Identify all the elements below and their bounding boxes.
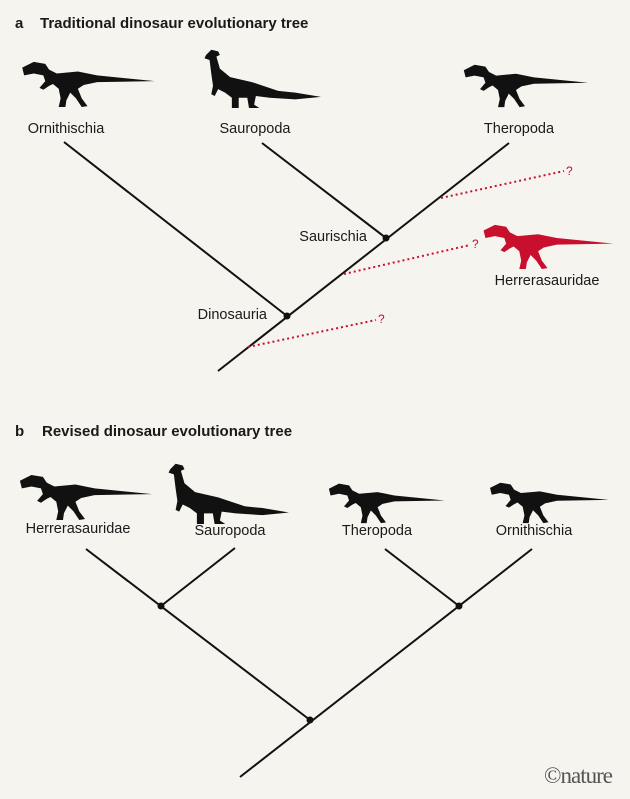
- taxon-label-theropoda: Theropoda: [342, 523, 413, 539]
- uncertain-position-3: [247, 319, 377, 348]
- taxon-label-sauropoda: Sauropoda: [195, 523, 267, 539]
- panel-a: a Traditional dinosaur evolutionary tree…: [15, 15, 614, 372]
- taxon-label-sauropoda: Sauropoda: [220, 121, 292, 137]
- taxon-label-theropoda: Theropoda: [484, 121, 555, 137]
- node-dinosauria-root: [306, 716, 314, 724]
- ornithischia-silhouette-icon: [22, 61, 155, 108]
- panel-b: b Revised dinosaur evolutionary tree Her…: [15, 423, 609, 778]
- branch-theropoda: [384, 548, 460, 607]
- theropoda-silhouette-icon: [328, 483, 445, 524]
- branch-theropoda-trunk: [217, 142, 510, 372]
- uncertain-position-1: [440, 170, 565, 199]
- branch-herrerasauridae: [85, 548, 311, 721]
- panel-a-letter: a: [15, 15, 24, 32]
- branch-sauropoda: [160, 547, 236, 607]
- question-mark-1: ?: [566, 164, 573, 178]
- taxon-label-herrerasauridae: Herrerasauridae: [26, 521, 131, 537]
- node-label-dinosauria: Dinosauria: [198, 307, 268, 323]
- question-mark-2: ?: [472, 237, 479, 251]
- node-saurischia: [382, 234, 390, 242]
- uncertain-position-2: [343, 244, 471, 275]
- question-mark-3: ?: [378, 312, 385, 326]
- panel-b-title: Revised dinosaur evolutionary tree: [42, 423, 292, 440]
- branch-ornithischia: [63, 141, 288, 317]
- node-label-saurischia: Saurischia: [299, 229, 368, 245]
- taxon-label-ornithischia: Ornithischia: [496, 523, 573, 539]
- ornithischia-silhouette-icon: [490, 482, 609, 524]
- panel-a-title: Traditional dinosaur evolutionary tree: [40, 15, 308, 32]
- sauropoda-silhouette-icon: [204, 49, 321, 108]
- nature-logo: ©nature: [544, 763, 613, 788]
- theropoda-silhouette-icon: [463, 64, 588, 108]
- branch-ornithischia-trunk: [239, 548, 533, 778]
- branch-sauropoda: [261, 142, 387, 239]
- taxon-label-herrerasauridae: Herrerasauridae: [495, 273, 600, 289]
- sauropoda-silhouette-icon: [168, 463, 289, 524]
- herrerasauridae-silhouette-icon: [19, 474, 152, 520]
- panel-b-letter: b: [15, 423, 24, 440]
- node-theropoda-ornithischia: [455, 602, 463, 610]
- node-herrerasauridae-sauropoda: [157, 602, 165, 610]
- herrerasauridae-silhouette-icon: [483, 224, 614, 270]
- taxon-label-ornithischia: Ornithischia: [28, 121, 105, 137]
- node-dinosauria: [283, 312, 291, 320]
